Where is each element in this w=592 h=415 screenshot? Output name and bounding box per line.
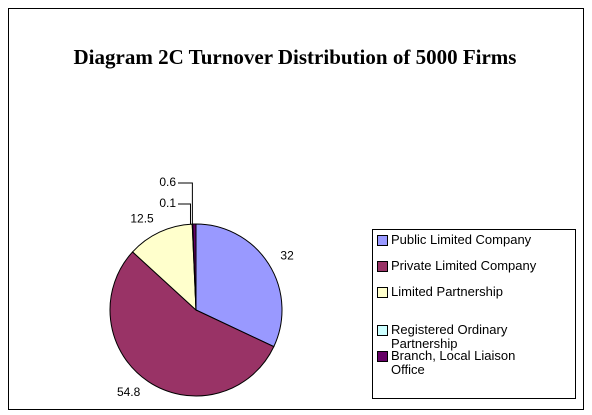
legend-swatch: [377, 235, 388, 246]
pie-slice: [109, 251, 275, 397]
legend-item: Branch, Local Liaison Office: [377, 348, 571, 377]
data-label: 0.1: [159, 196, 176, 210]
legend-label: Private Limited Company: [391, 258, 537, 273]
legend-item: Registered Ordinary Partnership: [377, 322, 571, 351]
legend-swatch: [377, 261, 388, 272]
legend-label: Limited Partnership: [391, 284, 503, 299]
data-label: 32: [280, 249, 294, 263]
legend-label: Public Limited Company: [391, 232, 532, 247]
legend-label: Registered Ordinary Partnership: [391, 322, 508, 351]
legend-item: Private Limited Company: [377, 259, 571, 285]
legend-swatch: [377, 325, 388, 336]
chart-title: Diagram 2C Turnover Distribution of 5000…: [73, 45, 517, 69]
data-label: 12.5: [130, 212, 154, 226]
pie-slice: [131, 223, 197, 312]
legend: Public Limited Company Private Limited Co…: [372, 229, 576, 399]
data-label: 54.8: [117, 385, 141, 399]
legend-swatch: [377, 287, 388, 298]
legend-item: Limited Partnership: [377, 285, 571, 323]
data-label: 0.6: [159, 175, 176, 189]
pie-slice: [195, 223, 283, 348]
leader-line: [178, 203, 191, 225]
legend-label: Branch, Local Liaison Office: [391, 348, 516, 377]
chart-frame: [8, 8, 584, 410]
leader-line: [178, 182, 193, 225]
pie-slice: [192, 223, 197, 311]
legend-item: Public Limited Company: [377, 233, 571, 259]
legend-swatch: [377, 351, 388, 362]
